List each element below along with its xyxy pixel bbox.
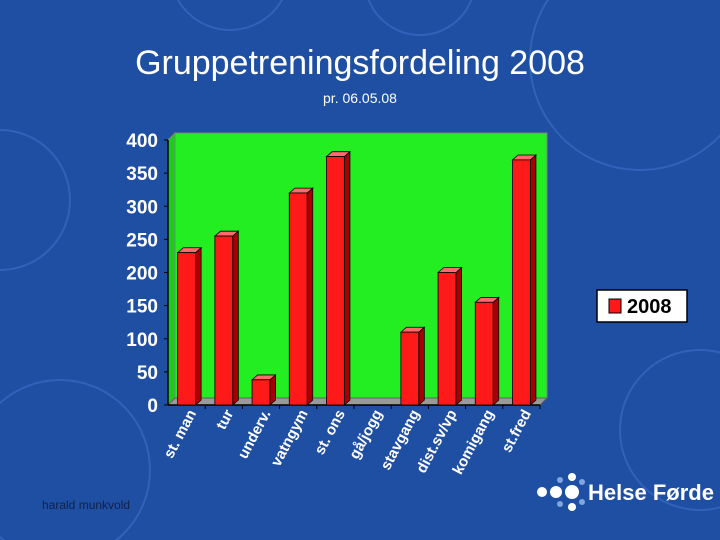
plot-side-wall [167,131,176,407]
bar [400,331,420,406]
slide-subtitle: pr. 06.05.08 [323,90,397,106]
y-tick-label: 150 [126,297,158,318]
bar [326,156,345,406]
y-tick-label: 300 [126,197,158,218]
y-tick-label: 250 [126,230,158,251]
y-tick-label: 400 [126,131,158,152]
bar-side [232,230,239,406]
logo-text: Helse Førde [588,480,714,505]
slide-title: Gruppetreningsfordeling 2008 [135,44,585,82]
bar-side [306,187,314,406]
bar-side [455,266,462,406]
bar [251,379,271,406]
x-tick-label: gå/jogg [346,407,386,462]
bar [437,272,457,406]
x-tick-label: st. man [160,407,200,461]
legend-label: 2008 [627,296,672,318]
y-tick-label: 0 [147,396,158,417]
x-tick-label: tur [213,407,237,433]
y-tick-label: 100 [126,330,158,351]
bar-side [492,296,500,406]
x-tick-label: st.fred [498,407,535,455]
y-tick-label: 350 [126,164,158,185]
bar-side [418,326,425,406]
legend-swatch [608,298,622,314]
bar-side [529,154,537,406]
chart-legend: 2008 [596,289,688,323]
y-tick-label: 200 [126,264,158,285]
bar [474,301,494,406]
footer-author: harald munkvold [42,498,131,512]
bar [288,192,308,406]
x-tick-label: underv. [235,407,275,462]
bar-side [343,150,351,406]
bar [512,159,531,406]
bar-side [195,246,202,406]
helse-forde-logo-icon [537,473,585,511]
x-tick-label: st. ons [311,407,349,458]
x-tick-label: vatngym [268,407,312,469]
bar [177,252,196,406]
y-tick-label: 50 [137,363,158,384]
bar [214,235,234,406]
